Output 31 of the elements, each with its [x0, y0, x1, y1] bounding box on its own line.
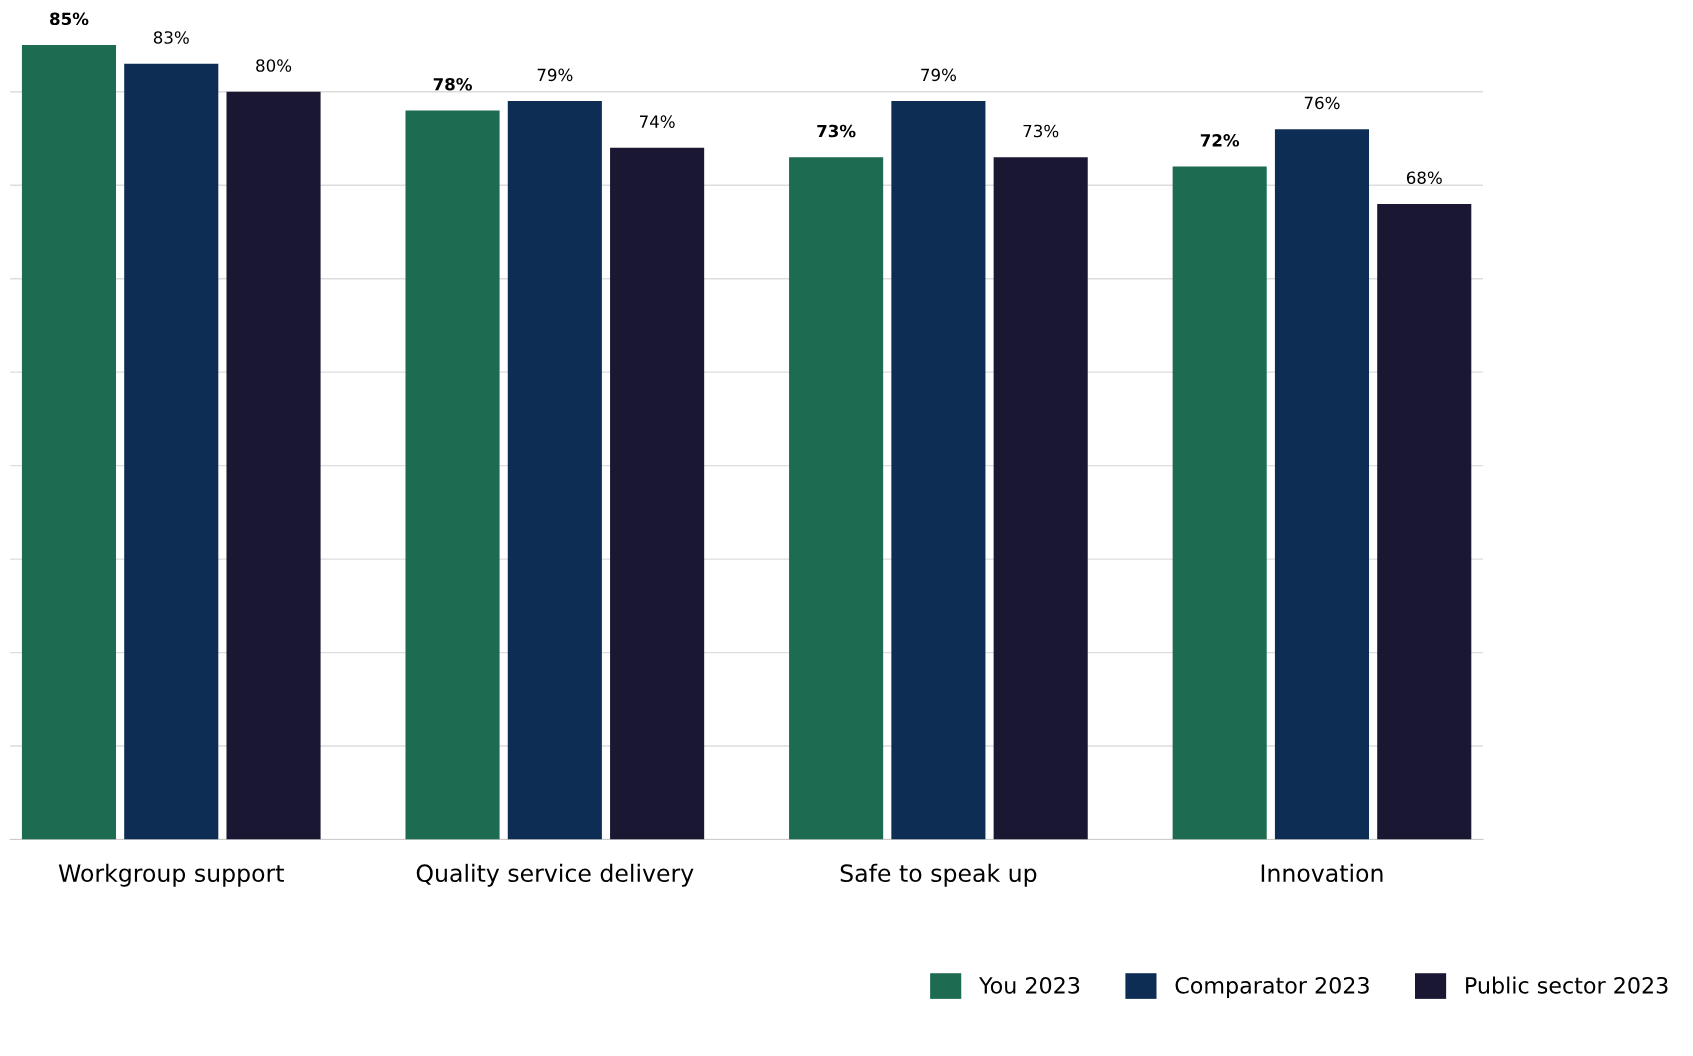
bar — [1377, 203, 1472, 840]
x-tick-label: Safe to speak up — [840, 863, 1037, 887]
bar — [610, 147, 705, 840]
bar — [993, 157, 1088, 840]
data-label: 72% — [1200, 134, 1240, 147]
bar — [124, 63, 219, 840]
bar — [226, 91, 321, 840]
legend-label: Comparator 2023 — [1175, 976, 1369, 999]
data-label: 80% — [256, 59, 292, 72]
data-label: 79% — [537, 68, 573, 82]
legend-label: You 2023 — [978, 976, 1080, 994]
bar — [1274, 129, 1370, 840]
x-tick-label: Innovation — [1261, 863, 1383, 883]
bar — [405, 110, 500, 840]
data-label: 83% — [153, 31, 189, 44]
bar — [789, 157, 884, 840]
data-label: 85% — [50, 12, 89, 26]
data-label: 79% — [921, 68, 956, 82]
data-label: 68% — [1406, 171, 1442, 185]
x-tick-label: Quality service delivery — [416, 863, 694, 887]
data-label: 73% — [817, 124, 856, 138]
data-label: 76% — [1304, 96, 1340, 110]
data-label: 74% — [639, 115, 675, 128]
bar — [891, 101, 986, 840]
legend-label: Public sector 2023 — [1466, 976, 1668, 994]
data-label: 73% — [1023, 124, 1059, 138]
data-label: 78% — [433, 77, 472, 91]
x-tick-label: Workgroup support — [58, 863, 284, 887]
bar — [21, 45, 117, 840]
bar — [1172, 166, 1267, 840]
bar — [507, 101, 602, 840]
